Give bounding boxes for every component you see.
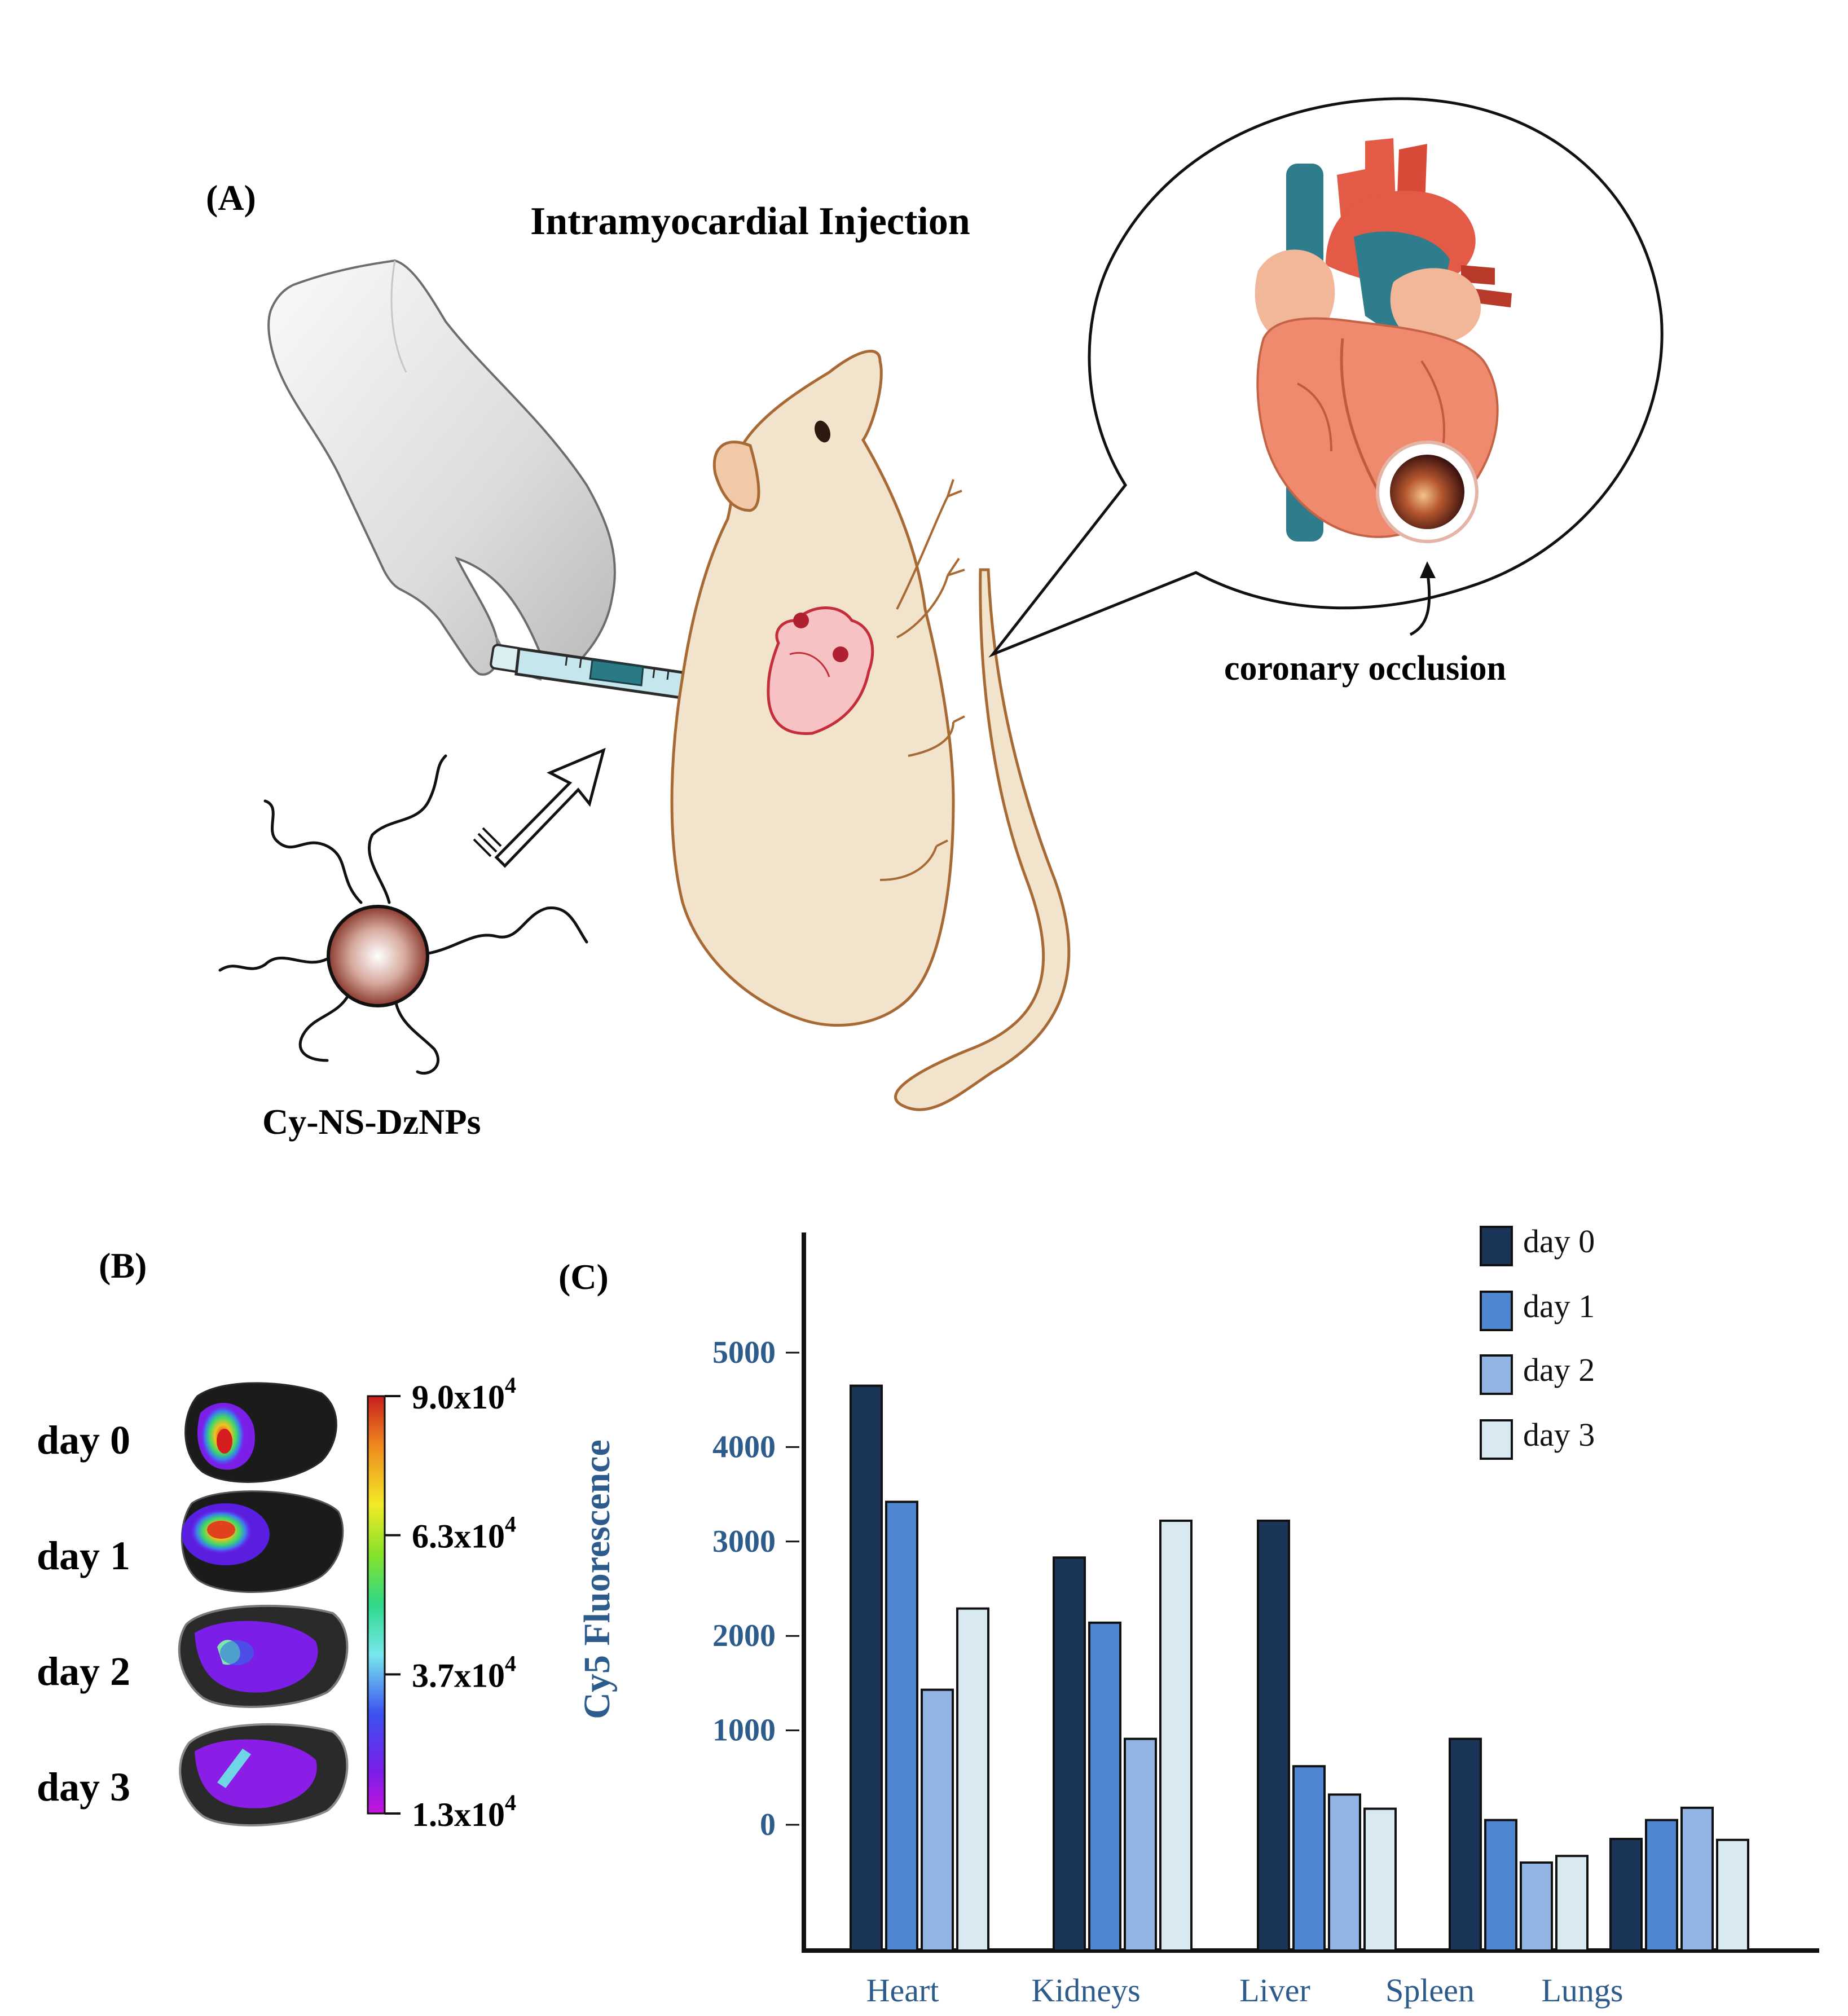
bar-lungs-day-3 xyxy=(1716,1838,1749,1952)
occlusion-label: coronary occlusion xyxy=(1224,649,1506,688)
y-tick-label: 0 xyxy=(760,1807,776,1842)
nanoparticle-label: Cy-NS-DzNPs xyxy=(262,1102,481,1142)
bar-liver-day-0 xyxy=(1257,1519,1290,1952)
legend-swatch xyxy=(1480,1226,1513,1266)
legend-label: day 3 xyxy=(1523,1416,1595,1453)
bar-heart-day-0 xyxy=(850,1384,883,1952)
mouse-heart-icon xyxy=(767,606,874,735)
occluded-vessel-icon xyxy=(1376,441,1479,543)
row-label-day-0: day 0 xyxy=(37,1418,130,1463)
x-tick-label: Kidneys xyxy=(1031,1972,1140,2009)
legend-label: day 1 xyxy=(1523,1288,1595,1324)
organ-image-day-0 xyxy=(184,1382,337,1483)
bar-liver-day-3 xyxy=(1363,1807,1397,1952)
colorbar xyxy=(367,1395,386,1815)
y-tick-label: 3000 xyxy=(712,1524,776,1559)
colorbar-tick-label: 3.7x104 xyxy=(412,1650,516,1694)
bar-spleen-day-2 xyxy=(1520,1861,1553,1952)
nanoparticle-icon xyxy=(218,754,588,1075)
row-label-day-1: day 1 xyxy=(37,1533,130,1578)
bar-lungs-day-2 xyxy=(1680,1806,1714,1952)
bar-spleen-day-0 xyxy=(1449,1737,1482,1952)
bar-heart-day-2 xyxy=(921,1688,954,1952)
bar-chart: 0 1000 2000 3000 4000 5000 Heart Kidneys Liver Sp… xyxy=(712,1223,1819,2009)
legend-swatch xyxy=(1480,1354,1513,1395)
occlusion-pointer-arrow xyxy=(1409,569,1431,636)
colorbar-tick-label: 9.0x104 xyxy=(412,1372,516,1416)
bar-lungs-day-0 xyxy=(1609,1838,1643,1952)
bar-liver-day-1 xyxy=(1292,1765,1326,1952)
colorbar-tick-label: 6.3x104 xyxy=(412,1512,516,1555)
panel-a-label: (A) xyxy=(206,178,256,218)
y-tick-label: 5000 xyxy=(712,1335,776,1370)
y-tick-label: 4000 xyxy=(712,1429,776,1464)
bar-kidneys-day-2 xyxy=(1124,1737,1157,1952)
row-label-day-2: day 2 xyxy=(37,1649,130,1694)
bar-kidneys-day-3 xyxy=(1159,1519,1193,1952)
colorbar-tick-label: 1.3x104 xyxy=(412,1790,516,1833)
bar-spleen-day-3 xyxy=(1555,1855,1589,1952)
bar-kidneys-day-1 xyxy=(1088,1621,1121,1952)
arrow-icon xyxy=(473,747,606,868)
legend-label: day 0 xyxy=(1523,1223,1595,1260)
legend-swatch xyxy=(1480,1291,1513,1331)
organ-image-day-2 xyxy=(178,1604,349,1709)
panel-a-title: Intramyocardial Injection xyxy=(530,200,970,243)
bar-lungs-day-1 xyxy=(1645,1819,1678,1952)
organ-image-day-3 xyxy=(179,1723,349,1827)
y-axis-label: Cy5 Fluorescence xyxy=(577,1440,618,1719)
legend-swatch xyxy=(1480,1419,1513,1460)
panel-c-label: (C) xyxy=(558,1257,609,1297)
x-tick-label: Heart xyxy=(866,1972,939,2009)
x-tick-label: Liver xyxy=(1239,1972,1310,2009)
occlusion-pointer-arrowhead xyxy=(1420,561,1436,578)
bar-liver-day-2 xyxy=(1328,1793,1361,1952)
panel-b-label: (B) xyxy=(99,1245,147,1286)
y-tick-label: 2000 xyxy=(712,1618,776,1653)
x-tick-label: Spleen xyxy=(1385,1972,1475,2009)
y-tick-label: 1000 xyxy=(712,1713,776,1748)
bar-kidneys-day-0 xyxy=(1053,1556,1086,1952)
mouse-icon xyxy=(670,350,1071,1111)
x-tick-label: Lungs xyxy=(1542,1972,1623,2009)
organ-image-day-1 xyxy=(181,1490,344,1593)
gloved-hand-icon xyxy=(267,259,616,681)
legend-label: day 2 xyxy=(1523,1352,1595,1388)
bar-spleen-day-1 xyxy=(1484,1819,1517,1952)
bar-heart-day-3 xyxy=(956,1607,989,1952)
row-label-day-3: day 3 xyxy=(37,1764,130,1810)
bar-heart-day-1 xyxy=(885,1500,918,1952)
